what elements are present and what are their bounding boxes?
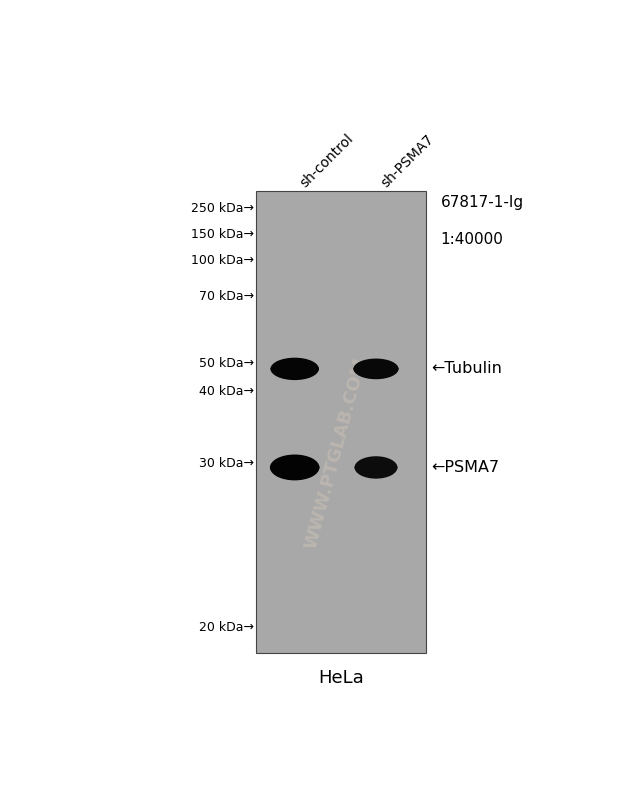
Text: 67817-1-Ig: 67817-1-Ig (441, 194, 524, 210)
Ellipse shape (352, 358, 400, 380)
Ellipse shape (355, 456, 397, 478)
Text: WWW.PTGLAB.COM: WWW.PTGLAB.COM (302, 355, 371, 551)
Text: HeLa: HeLa (318, 669, 364, 687)
Ellipse shape (354, 362, 399, 376)
Ellipse shape (269, 454, 321, 481)
Text: 40 kDa→: 40 kDa→ (199, 385, 254, 398)
Text: sh-control: sh-control (297, 131, 356, 190)
Ellipse shape (270, 361, 319, 377)
Ellipse shape (267, 453, 323, 482)
Text: 50 kDa→: 50 kDa→ (199, 358, 254, 370)
Text: 70 kDa→: 70 kDa→ (199, 290, 254, 302)
Ellipse shape (351, 454, 400, 480)
Ellipse shape (354, 358, 399, 379)
Ellipse shape (355, 459, 397, 475)
Ellipse shape (270, 454, 320, 480)
Text: sh-PSMA7: sh-PSMA7 (378, 132, 436, 190)
Text: 20 kDa→: 20 kDa→ (199, 621, 254, 634)
Ellipse shape (269, 357, 320, 381)
Text: 1:40000: 1:40000 (441, 231, 503, 246)
Ellipse shape (270, 358, 319, 380)
Text: ←PSMA7: ←PSMA7 (431, 460, 499, 475)
Text: 250 kDa→: 250 kDa→ (191, 202, 254, 214)
Bar (257, 191, 426, 654)
Text: 150 kDa→: 150 kDa→ (191, 228, 254, 241)
Ellipse shape (350, 357, 402, 381)
Ellipse shape (354, 456, 399, 479)
Text: 100 kDa→: 100 kDa→ (191, 254, 254, 267)
Ellipse shape (270, 458, 320, 477)
Text: 30 kDa→: 30 kDa→ (199, 458, 254, 470)
Ellipse shape (267, 356, 323, 382)
Text: ←Tubulin: ←Tubulin (431, 362, 502, 376)
